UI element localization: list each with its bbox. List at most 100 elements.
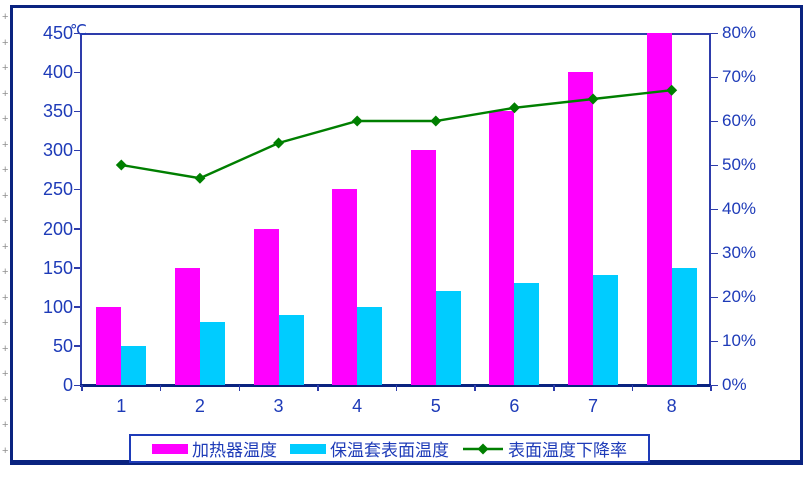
left-axis-tick-label: 300 bbox=[42, 140, 73, 161]
rate-line-diamond-icon bbox=[463, 443, 503, 454]
legend-label-jacket: 保温套表面温度 bbox=[330, 441, 449, 460]
x-axis-tick-label: 2 bbox=[194, 396, 205, 416]
left-axis-tick-label: 150 bbox=[42, 257, 73, 278]
left-axis-unit-label: ℃ bbox=[70, 22, 87, 39]
bar-jacket-2 bbox=[199, 322, 225, 385]
x-axis-tick bbox=[553, 385, 555, 391]
bar-jacket-8 bbox=[671, 267, 697, 385]
left-axis-tick-label: 50 bbox=[52, 335, 73, 356]
bar-jacket-5 bbox=[435, 291, 461, 385]
left-axis-tick-label: 100 bbox=[42, 296, 73, 317]
right-axis-tick bbox=[711, 208, 718, 210]
right-axis-tick bbox=[711, 76, 718, 78]
plus-mark-icon: + bbox=[2, 368, 9, 380]
heater-series-swatch bbox=[152, 443, 188, 454]
rate-line-marker-5 bbox=[430, 115, 442, 127]
right-axis-tick-label: 0% bbox=[722, 375, 747, 394]
plus-mark-icon: + bbox=[2, 444, 9, 457]
right-axis-tick-label: 30% bbox=[722, 243, 757, 262]
plus-mark-icon: + bbox=[2, 342, 9, 355]
x-axis-tick-label: 8 bbox=[666, 396, 677, 416]
x-axis-tick-label: 7 bbox=[588, 396, 599, 416]
bar-heater-4 bbox=[332, 189, 358, 385]
rate-line-marker-7 bbox=[587, 93, 599, 105]
right-axis-tick bbox=[711, 252, 718, 254]
x-axis-tick bbox=[238, 385, 240, 391]
right-axis-tick bbox=[711, 164, 718, 166]
plus-mark-icon: + bbox=[2, 113, 9, 125]
bar-jacket-1 bbox=[121, 345, 147, 385]
x-axis-line bbox=[80, 383, 711, 387]
bar-jacket-6 bbox=[514, 283, 540, 385]
bar-heater-5 bbox=[410, 150, 436, 385]
rate-line-marker-2 bbox=[194, 172, 206, 184]
x-axis-tick bbox=[710, 385, 712, 391]
left-axis-tick bbox=[74, 384, 81, 386]
rate-line-marker-3 bbox=[273, 137, 285, 149]
bar-heater-7 bbox=[568, 72, 594, 385]
right-axis-tick-label: 40% bbox=[722, 199, 757, 218]
bar-heater-2 bbox=[174, 267, 200, 385]
legend-item-heater: 加热器温度 bbox=[152, 436, 277, 461]
x-axis-tick bbox=[159, 385, 162, 391]
left-axis-tick bbox=[74, 306, 81, 308]
x-axis-tick-label: 1 bbox=[116, 396, 127, 416]
plus-mark-icon: + bbox=[2, 62, 9, 74]
bar-heater-1 bbox=[96, 306, 122, 385]
right-axis-tick-label: 10% bbox=[722, 331, 757, 350]
plus-mark-icon: + bbox=[2, 291, 9, 304]
right-axis-line bbox=[709, 33, 711, 385]
right-axis-tick bbox=[711, 340, 718, 342]
left-axis-tick-label: 250 bbox=[42, 179, 73, 200]
plus-mark-icon: + bbox=[2, 419, 9, 431]
bar-jacket-3 bbox=[278, 314, 304, 385]
plus-mark-icon: + bbox=[2, 164, 9, 176]
left-axis-tick-label: 0 bbox=[62, 375, 73, 395]
anchor-plus-marks-icon: + + + + + + + + + + + + + + + + + + bbox=[2, 0, 16, 477]
rate-line-marker-4 bbox=[351, 115, 363, 127]
plus-mark-icon: + bbox=[2, 87, 9, 100]
legend-item-jacket: 保温套表面温度 bbox=[290, 436, 449, 461]
bar-jacket-7 bbox=[593, 275, 619, 385]
legend-label-heater: 加热器温度 bbox=[192, 441, 277, 460]
right-axis-tick bbox=[711, 384, 718, 386]
left-axis-tick bbox=[74, 267, 81, 269]
x-axis-tick-label: 4 bbox=[352, 396, 363, 416]
rate-line-marker-1 bbox=[115, 159, 127, 171]
rate-line-marker-8 bbox=[666, 84, 678, 96]
left-axis-tick bbox=[74, 345, 81, 347]
legend-label-rate: 表面温度下降率 bbox=[508, 441, 627, 460]
plus-mark-icon: + bbox=[2, 393, 9, 406]
left-axis-tick-label: 350 bbox=[42, 101, 73, 122]
right-axis-tick-label: 20% bbox=[722, 287, 757, 306]
right-axis-tick-label: 80% bbox=[722, 23, 757, 42]
left-axis-tick bbox=[74, 228, 81, 230]
rate-line-marker-6 bbox=[508, 102, 520, 114]
left-axis-tick bbox=[74, 32, 81, 34]
plus-mark-icon: + bbox=[2, 240, 9, 253]
legend-item-rate: 表面温度下降率 bbox=[462, 436, 627, 461]
bar-jacket-4 bbox=[357, 306, 383, 385]
left-axis-tick bbox=[74, 188, 81, 191]
plus-mark-icon: + bbox=[2, 138, 9, 151]
plot-top-border bbox=[80, 33, 711, 35]
jacket-series-swatch bbox=[290, 443, 326, 454]
left-axis-tick bbox=[74, 110, 81, 113]
right-axis-tick bbox=[711, 120, 718, 122]
x-axis-tick bbox=[317, 385, 319, 391]
x-axis-tick bbox=[395, 385, 398, 391]
x-axis-tick-label: 3 bbox=[273, 396, 284, 416]
plus-mark-icon: + bbox=[2, 317, 9, 329]
right-axis-tick-label: 60% bbox=[722, 111, 757, 130]
x-axis-tick bbox=[81, 385, 83, 391]
rate-line bbox=[121, 89, 672, 180]
plus-mark-icon: + bbox=[2, 36, 9, 49]
rate-line-layer bbox=[115, 84, 678, 184]
plus-mark-icon: + bbox=[2, 11, 9, 23]
right-axis-tick-label: 50% bbox=[722, 155, 757, 174]
left-axis-line bbox=[80, 33, 82, 385]
x-axis-tick bbox=[474, 385, 476, 391]
left-axis-tick-label: 200 bbox=[42, 218, 73, 239]
left-axis-tick-label: 450 bbox=[42, 23, 73, 43]
x-axis-tick-label: 5 bbox=[430, 396, 441, 416]
